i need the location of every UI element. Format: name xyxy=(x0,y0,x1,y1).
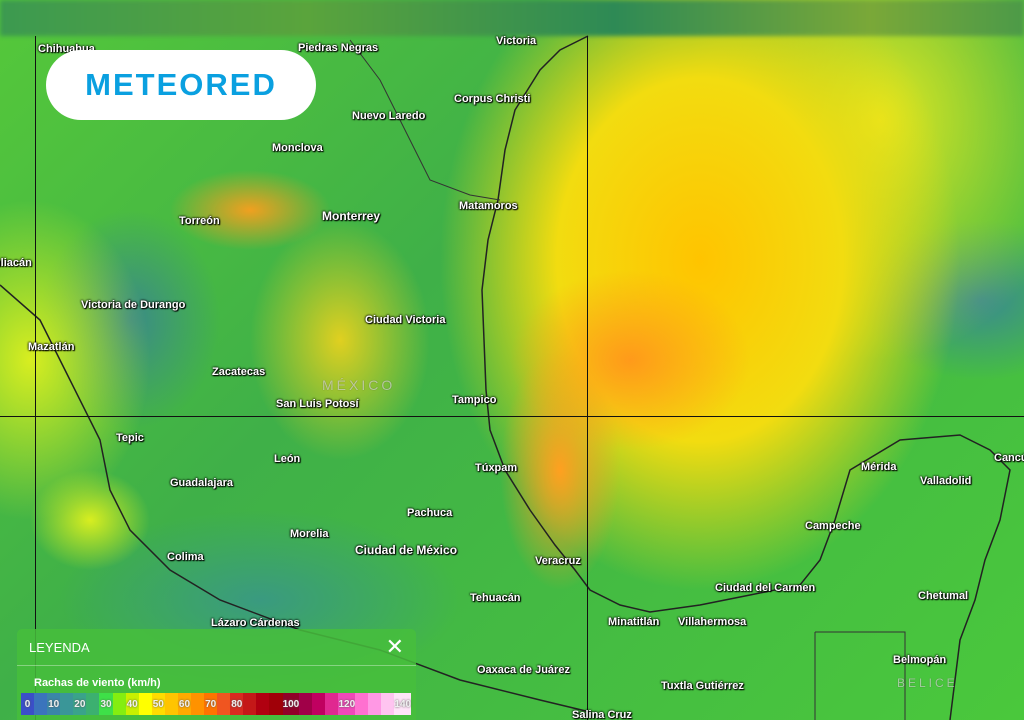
city-label: Monclova xyxy=(272,142,323,154)
grid-line xyxy=(587,36,588,720)
scale-step: 50 xyxy=(151,693,165,715)
legend-panel: LEYENDA ✕ Rachas de viento (km/h) 0 10 20 3… xyxy=(17,629,416,720)
city-label: Victoria de Durango xyxy=(81,299,186,311)
scale-step xyxy=(138,693,152,715)
scale-step: 140 xyxy=(394,693,412,715)
grid-line xyxy=(35,36,36,720)
city-label: Colima xyxy=(167,551,204,563)
scale-step: 80 xyxy=(230,693,244,715)
city-label: Salina Cruz xyxy=(572,709,632,720)
scale-step xyxy=(112,693,126,715)
scale-step xyxy=(191,693,205,715)
scale-step: 0 xyxy=(21,693,35,715)
scale-step xyxy=(256,693,270,715)
city-label: Belmopán xyxy=(893,654,947,666)
scale-step xyxy=(368,693,382,715)
scale-step xyxy=(325,693,339,715)
city-label: Nuevo Laredo xyxy=(352,110,426,122)
scale-step xyxy=(86,693,100,715)
city-label: Túxpam xyxy=(475,462,518,474)
scale-step: 70 xyxy=(204,693,218,715)
city-label: Oaxaca de Juárez xyxy=(477,664,570,676)
scale-step xyxy=(355,693,369,715)
logo-text: METEORED xyxy=(85,67,277,102)
map-header-blur xyxy=(0,0,1024,36)
scale-step: 40 xyxy=(125,693,139,715)
legend-variable: Rachas de viento (km/h) xyxy=(34,677,161,689)
scale-step xyxy=(164,693,178,715)
meteored-logo[interactable]: METEORED xyxy=(46,50,316,120)
city-label: Chetumal xyxy=(918,590,969,602)
city-label: Tuxtla Gutiérrez xyxy=(661,680,744,692)
city-label: Tepic xyxy=(116,432,144,444)
city-label: Minatitlán xyxy=(608,616,660,628)
scale-step xyxy=(60,693,74,715)
scale-step xyxy=(381,693,395,715)
city-label: Matamoros xyxy=(459,200,518,212)
city-label: León xyxy=(274,453,301,465)
scale-step xyxy=(34,693,48,715)
city-label: Zacatecas xyxy=(212,366,266,378)
city-label: Cancún xyxy=(994,452,1024,464)
legend-title: LEYENDA xyxy=(29,639,90,655)
city-label: Morelia xyxy=(290,528,329,540)
scale-step: 60 xyxy=(177,693,192,715)
city-label: Valladolid xyxy=(920,475,972,487)
city-label: Monterrey xyxy=(322,209,381,223)
close-icon[interactable]: ✕ xyxy=(385,634,404,659)
color-scale: 0 10 20 30 40 50 60 70 80 100 120 140 xyxy=(21,693,412,715)
scale-step: 30 xyxy=(99,693,113,715)
city-label: Pachuca xyxy=(407,507,453,519)
city-label: Torreón xyxy=(179,215,220,227)
city-label: Mérida xyxy=(861,461,897,473)
city-label: Lázaro Cárdenas xyxy=(211,617,300,629)
scale-step xyxy=(312,693,326,715)
city-label: Victoria xyxy=(496,35,537,47)
city-label: Ciudad Victoria xyxy=(365,314,446,326)
scale-step: 100 xyxy=(282,693,300,715)
city-label: Veracruz xyxy=(535,555,581,567)
city-label: Campeche xyxy=(805,520,861,532)
scale-step: 20 xyxy=(73,693,87,715)
city-label: Mazatlán xyxy=(28,341,75,353)
city-label: Ciudad de México xyxy=(355,543,458,557)
scale-step xyxy=(299,693,313,715)
scale-step: 120 xyxy=(338,693,356,715)
city-label: Guadalajara xyxy=(170,477,233,489)
city-label: Culiacán xyxy=(0,257,32,269)
city-label: Ciudad del Carmen xyxy=(715,582,816,594)
scale-step xyxy=(243,693,257,715)
city-label: Tehuacán xyxy=(470,592,521,604)
scale-step xyxy=(269,693,283,715)
country-label: BELICE xyxy=(897,676,958,690)
city-label: Tampico xyxy=(452,394,497,406)
scale-step: 10 xyxy=(47,693,61,715)
scale-step xyxy=(217,693,231,715)
city-label: Piedras Negras xyxy=(298,42,379,54)
city-label: Corpus Christi xyxy=(454,93,531,105)
city-label: San Luis Potosí xyxy=(276,398,359,410)
grid-line xyxy=(0,416,1024,417)
country-label: MÉXICO xyxy=(322,377,396,393)
city-label: Villahermosa xyxy=(678,616,747,628)
